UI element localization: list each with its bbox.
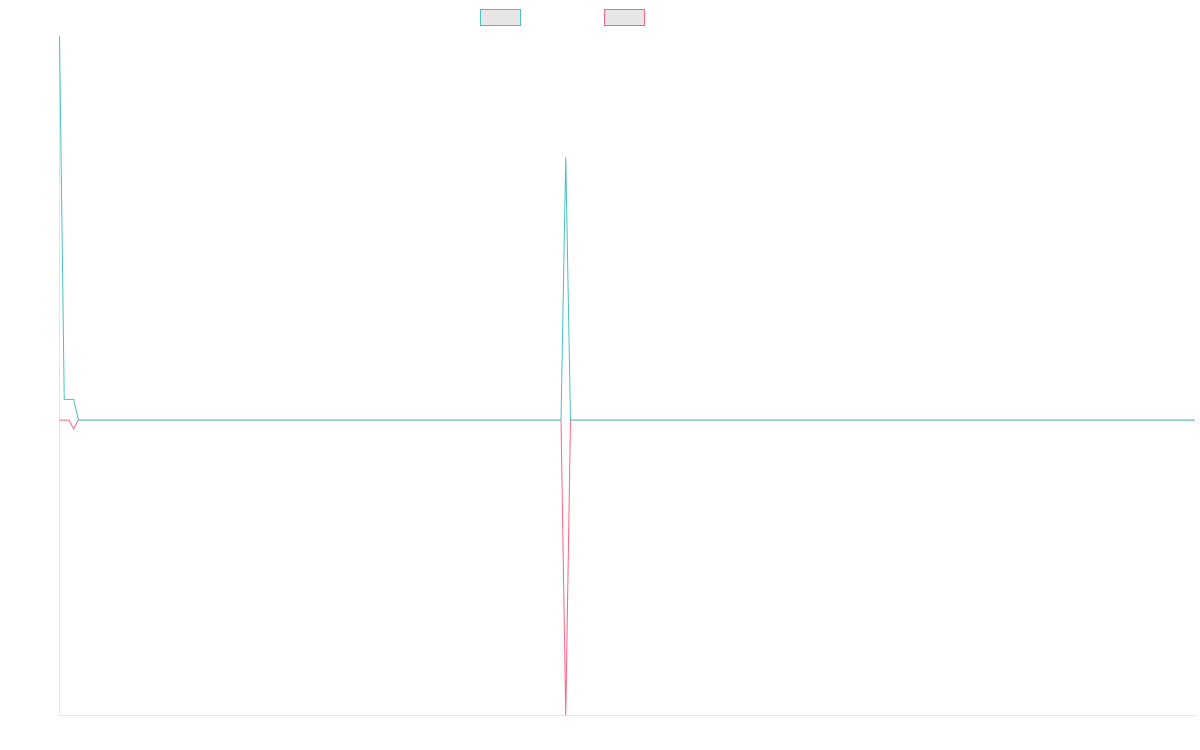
legend-swatch-1[interactable] (480, 9, 521, 26)
series-group (59, 35, 1195, 716)
series-line-1 (59, 35, 1195, 421)
legend-swatch-2[interactable] (604, 9, 645, 26)
axes (59, 36, 1195, 716)
legend (480, 9, 645, 26)
series-line-2 (59, 419, 1195, 716)
